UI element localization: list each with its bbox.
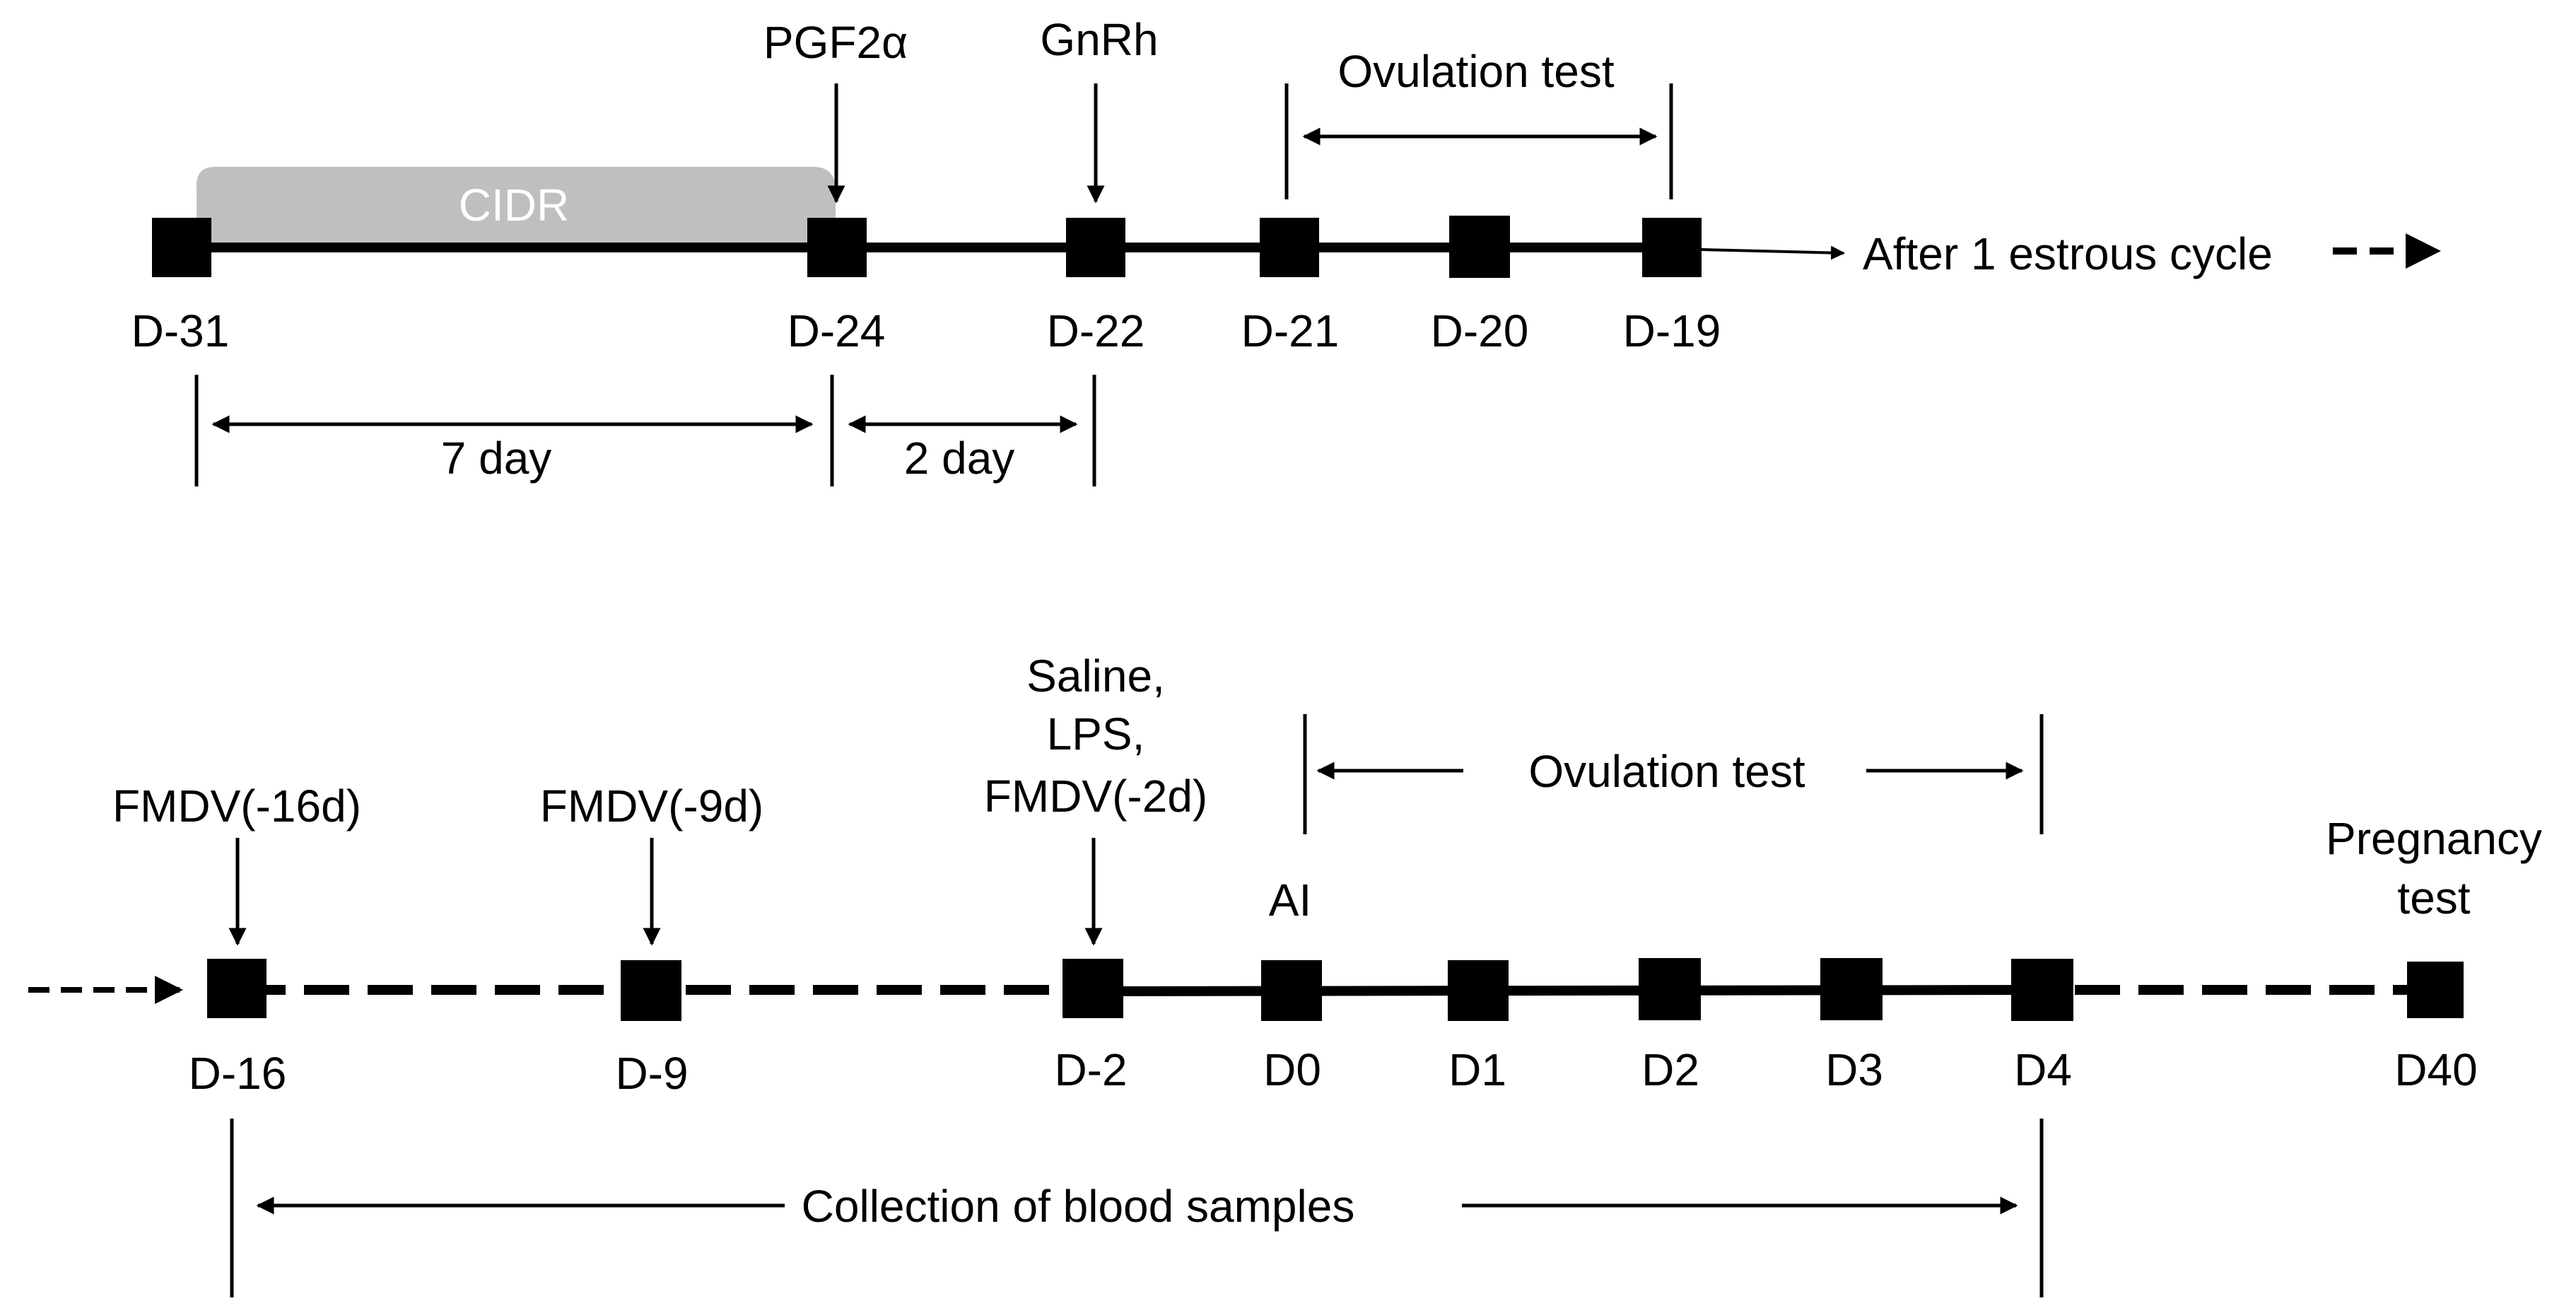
day-square-d0 bbox=[1261, 960, 1322, 1021]
day-label: D2 bbox=[1641, 1044, 1699, 1095]
day-square-dm2 bbox=[1062, 959, 1123, 1018]
interval-label-2day: 2 day bbox=[904, 433, 1015, 484]
day-label: D-31 bbox=[131, 305, 230, 356]
pregnancy-label-line2: test bbox=[2397, 873, 2470, 923]
day-square-d9 bbox=[621, 960, 681, 1021]
day-square-d31 bbox=[152, 218, 211, 277]
day-label: D-20 bbox=[1431, 305, 1529, 356]
day-square-d19 bbox=[1642, 218, 1702, 277]
challenge-label-line1: Saline, bbox=[1026, 650, 1165, 701]
interval-label-7day: 7 day bbox=[441, 433, 552, 484]
day-label: D-2 bbox=[1054, 1044, 1127, 1095]
gnrh-label: GnRh bbox=[1040, 14, 1158, 65]
day-label: D-16 bbox=[189, 1048, 287, 1099]
bottom-solid-line bbox=[1091, 985, 2044, 996]
day-square-d40 bbox=[2407, 962, 2464, 1018]
day-square-d20 bbox=[1449, 216, 1510, 278]
cidr-label: CIDR bbox=[459, 180, 569, 230]
day-label: D-19 bbox=[1623, 305, 1721, 356]
top-ovulation-test-label: Ovulation test bbox=[1337, 46, 1615, 97]
day-square-d2 bbox=[1639, 958, 1701, 1020]
day-square-d21 bbox=[1260, 218, 1319, 277]
challenge-label-line3: FMDV(-2d) bbox=[984, 771, 1207, 822]
blood-collection-label: Collection of blood samples bbox=[802, 1181, 1355, 1232]
day-label: D-21 bbox=[1241, 305, 1340, 356]
day-label: D40 bbox=[2394, 1044, 2477, 1095]
day-label: D1 bbox=[1448, 1044, 1506, 1095]
day-square-d1 bbox=[1448, 960, 1509, 1021]
day-square-d4 bbox=[2011, 959, 2073, 1021]
pgf-label: PGF2α bbox=[763, 17, 908, 68]
day-label: D4 bbox=[2014, 1044, 2072, 1095]
fmdv16-label: FMDV(-16d) bbox=[112, 781, 361, 831]
day-label: D-9 bbox=[615, 1048, 688, 1099]
bottom-timeline: D-16 D-9 D-2 D0 D1 D2 D3 D4 D40 FMDV(-16… bbox=[28, 650, 2542, 1297]
day-square-d24 bbox=[807, 218, 867, 277]
day-label: D-22 bbox=[1047, 305, 1145, 356]
pregnancy-label-line1: Pregnancy bbox=[2326, 813, 2542, 864]
challenge-label-line2: LPS, bbox=[1047, 708, 1145, 759]
day-square-d22 bbox=[1066, 218, 1125, 277]
top-continuation-arrow bbox=[1675, 245, 1845, 260]
day-square-d16 bbox=[207, 959, 267, 1018]
day-label: D0 bbox=[1263, 1044, 1321, 1095]
day-label: D3 bbox=[1825, 1044, 1883, 1095]
day-label: D-24 bbox=[788, 305, 886, 356]
bottom-ovulation-test-label: Ovulation test bbox=[1528, 746, 1805, 797]
after-cycle-label: After 1 estrous cycle bbox=[1863, 228, 2273, 279]
top-timeline: CIDR After 1 estrous cycle D-31 D-24 D-2… bbox=[131, 14, 2441, 486]
cidr-bar bbox=[197, 167, 836, 247]
fmdv9-label: FMDV(-9d) bbox=[540, 781, 763, 831]
ai-label: AI bbox=[1269, 875, 1311, 926]
day-square-d3 bbox=[1820, 958, 1883, 1020]
